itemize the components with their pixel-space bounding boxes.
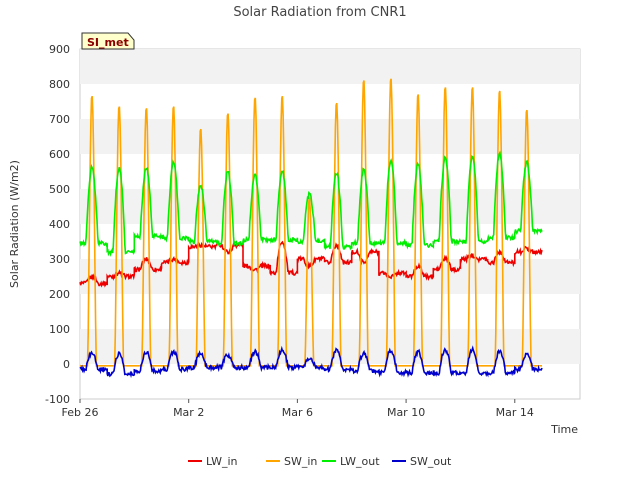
- grid-band: [80, 259, 580, 294]
- x-tick-label: Mar 6: [282, 406, 313, 419]
- y-tick-label: -100: [45, 393, 70, 406]
- y-tick-label: 400: [49, 218, 70, 231]
- legend: LW_in SW_in LW_out SW_out: [188, 455, 452, 468]
- y-tick-label: 700: [49, 113, 70, 126]
- legend-label: LW_out: [340, 455, 380, 468]
- legend-label: SW_out: [410, 455, 452, 468]
- y-axis-label: Solar Radiation (W/m2): [8, 160, 21, 288]
- x-tick-label: Mar 10: [387, 406, 425, 419]
- y-tick-label: 100: [49, 323, 70, 336]
- y-axis-ticks: -100 0 100 200 300 400 500 600 700 800 900: [45, 43, 70, 406]
- series-line-sw-in: [80, 78, 542, 367]
- x-axis-ticks: Feb 26 Mar 2 Mar 6 Mar 10 Mar 14: [62, 399, 534, 419]
- grid-band: [80, 329, 580, 364]
- legend-label: LW_in: [206, 455, 238, 468]
- y-tick-label: 200: [49, 288, 70, 301]
- y-tick-label: 0: [63, 358, 70, 371]
- y-tick-label: 900: [49, 43, 70, 56]
- x-tick-label: Feb 26: [62, 406, 99, 419]
- station-badge: SI_met: [81, 32, 135, 50]
- grid-band: [80, 49, 580, 84]
- series-lines: [79, 78, 543, 379]
- y-tick-label: 500: [49, 183, 70, 196]
- y-tick-label: 800: [49, 78, 70, 91]
- chart-title: Solar Radiation from CNR1: [233, 5, 406, 20]
- legend-label: SW_in: [284, 455, 317, 468]
- x-tick-label: Mar 2: [173, 406, 204, 419]
- series-line-lw-out: [79, 150, 543, 257]
- x-tick-label: Mar 14: [496, 406, 534, 419]
- grid-band: [80, 119, 580, 154]
- station-badge-text: SI_met: [87, 36, 129, 49]
- y-tick-label: 600: [49, 148, 70, 161]
- x-axis-label: Time: [550, 423, 578, 436]
- y-tick-label: 300: [49, 253, 70, 266]
- series-line-sw-out: [79, 345, 543, 379]
